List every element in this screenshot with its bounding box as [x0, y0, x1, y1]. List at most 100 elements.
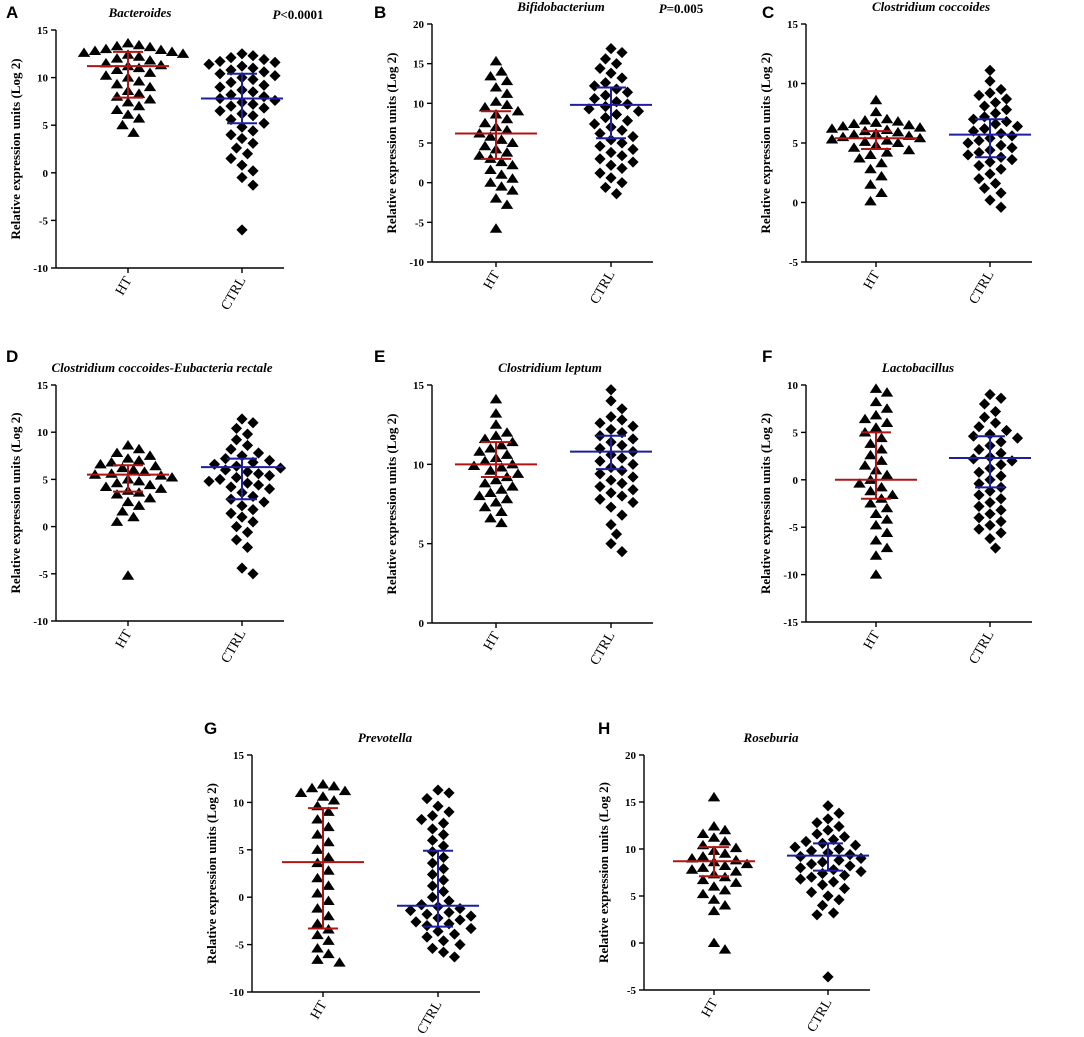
panel-a-ctrl-point — [258, 53, 270, 66]
panel-f-ctrl-point — [984, 485, 996, 497]
panel-g-ctrl-point — [437, 935, 450, 947]
panel-f-ht-summary — [835, 431, 917, 500]
panel-c-ht-point — [825, 134, 839, 144]
panel-c-ht-point — [864, 149, 877, 159]
panel-b-ctrl-point — [599, 53, 612, 65]
panel-h-ht-point — [718, 848, 732, 858]
panel-e-ytick-label: 5 — [419, 539, 425, 551]
panel-b-ht-point — [500, 199, 514, 209]
panel-d-series-ht — [87, 440, 179, 580]
panel-h-ctrl-point — [816, 899, 829, 911]
panel-g-ctrl-point — [465, 910, 477, 922]
panel-b-ht-point — [473, 150, 486, 160]
panel-g-ctrl-point — [443, 918, 455, 930]
panel-g-ctrl-point — [432, 800, 444, 812]
panel-f-ctrl-point — [995, 447, 1007, 459]
panel-b-ht-point — [478, 117, 492, 128]
panel-a-ht-point — [110, 53, 124, 63]
panel-e-ht-point — [473, 446, 486, 456]
panel-h-ht-point — [696, 851, 710, 861]
panel-b-ctrl-point — [605, 67, 617, 79]
panel-e-ctrl-point — [627, 484, 639, 496]
panel-c-ctrl-summary — [949, 118, 1031, 159]
panel-b-ytick-label: 5 — [419, 138, 425, 150]
panel-a-ht-point — [121, 109, 135, 119]
panel-c-ht-point — [880, 124, 894, 134]
panel-b-ht-point — [484, 164, 497, 175]
panel-h-ctrl-point — [794, 873, 807, 885]
panel-d-ht-summary — [87, 464, 169, 493]
panel-e-ctrl-point — [605, 501, 617, 513]
panel-h-ctrl-point — [827, 907, 840, 919]
panel-d-ctrl-point — [236, 500, 248, 512]
panel-b-ctrl-point — [610, 188, 623, 200]
panel-a-ctrl-point — [225, 52, 237, 64]
panel-b-ht-point — [489, 55, 503, 66]
panel-h-ctrl-point — [811, 909, 823, 921]
panel-e-ctrl-point — [594, 417, 606, 429]
panel-a-ht-point — [132, 113, 146, 123]
panel-e-ctrl-point — [605, 519, 617, 531]
panel-b-ht-point — [495, 134, 508, 144]
panel-c-ctrl-point — [995, 187, 1007, 199]
panel-d-ht-point — [127, 511, 140, 522]
panel-c-ctrl-point — [984, 87, 996, 99]
panel-g-ctrl-point — [421, 931, 433, 943]
panel-a-ctrl-point — [247, 62, 259, 74]
panel-h-ctrl-point — [838, 869, 851, 881]
panel-b-ht-point — [489, 223, 503, 233]
panel-c-ctrl-point — [978, 111, 991, 123]
panel-g-ctrl-point — [432, 784, 444, 796]
panel-c-ytick-label: -5 — [789, 257, 799, 269]
panel-g-ht-point — [338, 785, 352, 796]
panel-e-ctrl-point — [616, 490, 628, 502]
panel-b-ht-point — [506, 173, 519, 183]
panel-g-ctrl-point — [415, 813, 428, 826]
panel-g-ht-point — [311, 942, 324, 953]
panel-h-ctrl-point — [833, 807, 845, 819]
panel-h: H Roseburia 20 15 10 5 0 -5 Relative expression … — [596, 719, 870, 1035]
panel-a-ht-point — [110, 64, 124, 75]
panel-g-ctrl-point — [426, 880, 439, 892]
panel-g-ctrl-point — [426, 942, 439, 954]
panel-d-ht-point — [165, 472, 179, 482]
panel-b-series-ht — [455, 55, 537, 233]
panel-f-ht-point — [869, 383, 883, 393]
panel-f-ctrl-point — [995, 436, 1007, 448]
panel-a-ctrl-point — [258, 102, 270, 114]
panel-g-ht-point — [316, 778, 330, 789]
panel-b-ctrl-point — [616, 177, 628, 189]
panel-e-letter: E — [374, 347, 385, 366]
panel-c-ylabel: Relative expression units (Log 2) — [758, 52, 773, 233]
panel-a-ctrl-point — [247, 98, 259, 110]
panel-e-ctrl-point — [627, 433, 639, 445]
panel-b-ht-point — [489, 82, 503, 92]
panel-f: F Lactobacillus 10 5 0 -5 -10 -15 Relative expre… — [758, 347, 1032, 667]
panel-f-ctrl-point — [995, 470, 1007, 482]
panel-a-ht-point — [143, 67, 157, 77]
panel-b-ht-point — [506, 159, 519, 170]
panel-b-ctrl-point — [599, 181, 612, 194]
panel-c-ht-point — [913, 122, 927, 132]
panel-b-ctrl-point — [599, 112, 612, 124]
panel-d-ctrl-point — [236, 450, 248, 462]
panel-c-ht-point — [847, 118, 861, 129]
panel-c-series-ctrl — [949, 64, 1031, 213]
panel-h-ctrl-point — [822, 813, 834, 825]
panel-g-ctrl-point — [410, 916, 422, 928]
panel-g-ctrl-point — [421, 908, 433, 920]
panel-g-ytick-label: 10 — [233, 797, 245, 809]
panel-g-ctrl-point — [443, 806, 455, 818]
panel-c-ht-point — [913, 132, 927, 143]
panel-e-ht-point — [484, 512, 497, 523]
panel-a-letter: A — [6, 3, 18, 22]
panel-b-ctrl-point — [599, 100, 612, 113]
panel-b-ytick-label: 20 — [413, 19, 425, 31]
panel-f-ht-point — [853, 478, 866, 488]
panel-a-ctrl-point — [236, 60, 248, 72]
panel-a-ctrl-point — [258, 66, 270, 78]
panel-b-series-ctrl — [570, 42, 652, 200]
panel-b-ctrl-point — [610, 58, 623, 70]
panel-b-ctrl-point — [588, 92, 601, 105]
panel-a-ylabel: Relative expression units (Log 2) — [8, 58, 23, 239]
